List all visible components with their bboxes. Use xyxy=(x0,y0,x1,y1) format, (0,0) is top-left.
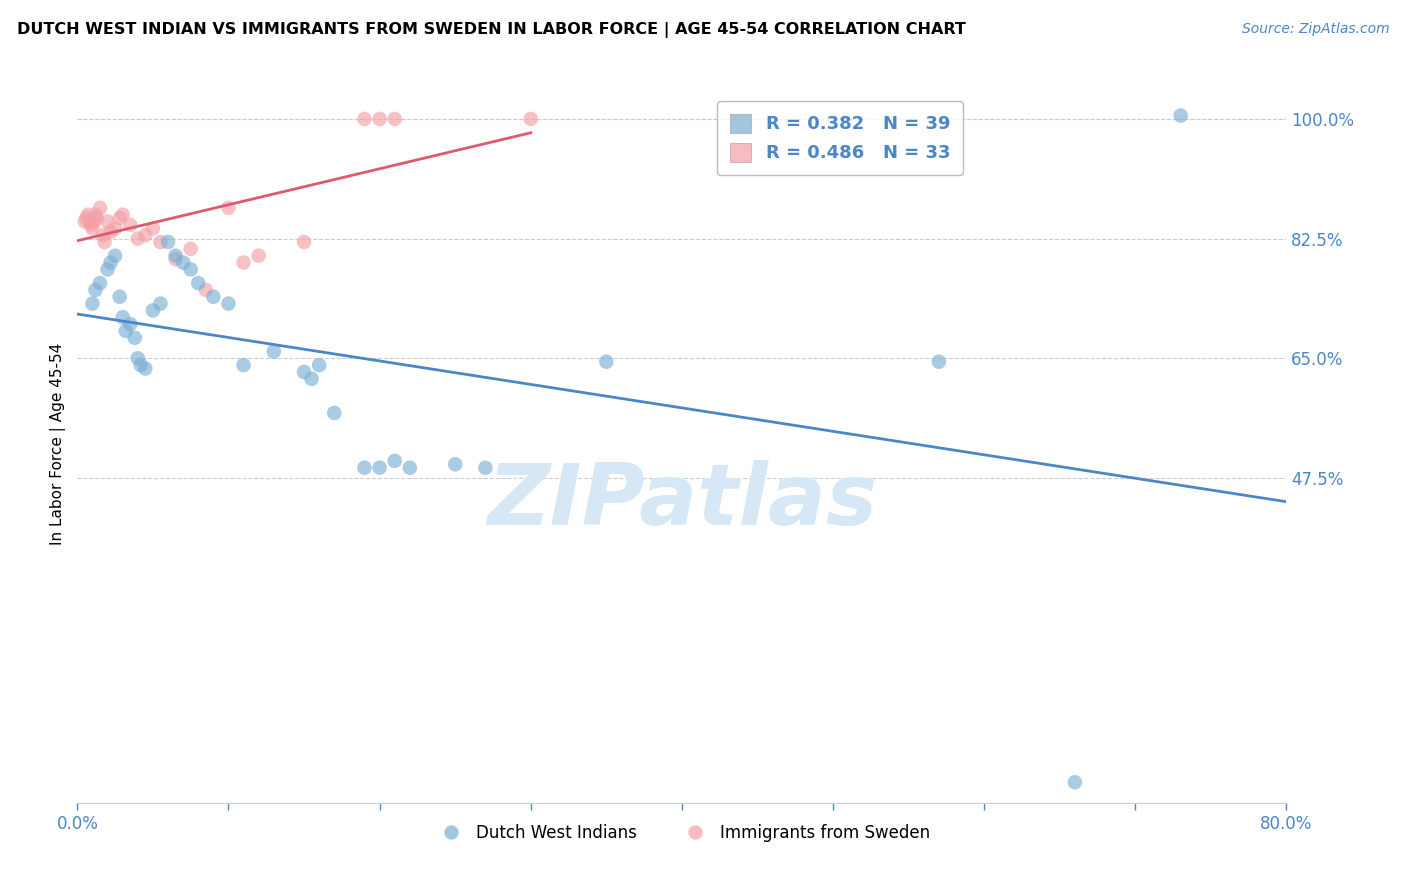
Point xyxy=(96,262,118,277)
Point xyxy=(368,460,391,475)
Point xyxy=(263,344,285,359)
Point xyxy=(1170,109,1192,123)
Point xyxy=(232,358,254,372)
Text: Source: ZipAtlas.com: Source: ZipAtlas.com xyxy=(1241,22,1389,37)
Point xyxy=(80,218,103,232)
Point xyxy=(1064,775,1087,789)
Point xyxy=(134,228,156,243)
Point xyxy=(520,112,543,126)
Point xyxy=(73,214,96,228)
Point xyxy=(308,358,330,372)
Point xyxy=(194,283,217,297)
Point xyxy=(301,372,323,386)
Point xyxy=(595,355,617,369)
Point xyxy=(187,276,209,290)
Point xyxy=(232,255,254,269)
Point xyxy=(165,252,187,266)
Point xyxy=(180,242,202,256)
Text: ZIPatlas: ZIPatlas xyxy=(486,459,877,542)
Point xyxy=(218,201,240,215)
Point xyxy=(247,249,270,263)
Point xyxy=(127,351,149,366)
Point xyxy=(928,355,950,369)
Point xyxy=(100,255,122,269)
Point xyxy=(157,235,180,249)
Point xyxy=(202,290,225,304)
Point xyxy=(104,221,127,235)
Point xyxy=(84,283,107,297)
Point xyxy=(149,296,172,310)
Point xyxy=(129,358,152,372)
Point xyxy=(149,235,172,249)
Point xyxy=(218,296,240,310)
Point xyxy=(292,365,315,379)
Point xyxy=(79,214,101,228)
Point xyxy=(399,460,422,475)
Point xyxy=(82,296,104,310)
Point xyxy=(114,324,136,338)
Point xyxy=(384,112,406,126)
Point xyxy=(86,211,108,225)
Point xyxy=(89,276,111,290)
Point xyxy=(96,214,118,228)
Point xyxy=(120,218,142,232)
Legend: Dutch West Indians, Immigrants from Sweden: Dutch West Indians, Immigrants from Swed… xyxy=(427,817,936,848)
Point xyxy=(127,232,149,246)
Point xyxy=(180,262,202,277)
Point xyxy=(368,112,391,126)
Point xyxy=(75,211,97,225)
Point xyxy=(84,208,107,222)
Point xyxy=(82,221,104,235)
Point xyxy=(124,331,146,345)
Point xyxy=(111,208,134,222)
Point xyxy=(111,310,134,325)
Point xyxy=(89,201,111,215)
Point xyxy=(91,228,114,243)
Point xyxy=(142,303,165,318)
Point xyxy=(384,454,406,468)
Point xyxy=(77,208,100,222)
Point xyxy=(83,214,105,228)
Point xyxy=(134,361,156,376)
Point xyxy=(353,112,375,126)
Point xyxy=(444,457,467,471)
Point xyxy=(353,460,375,475)
Text: DUTCH WEST INDIAN VS IMMIGRANTS FROM SWEDEN IN LABOR FORCE | AGE 45-54 CORRELATI: DUTCH WEST INDIAN VS IMMIGRANTS FROM SWE… xyxy=(17,22,966,38)
Point xyxy=(120,317,142,331)
Point xyxy=(474,460,496,475)
Point xyxy=(93,235,115,249)
Point xyxy=(104,249,127,263)
Point xyxy=(172,255,194,269)
Point xyxy=(100,225,122,239)
Point xyxy=(323,406,346,420)
Point xyxy=(108,290,131,304)
Y-axis label: In Labor Force | Age 45-54: In Labor Force | Age 45-54 xyxy=(51,343,66,545)
Point xyxy=(142,221,165,235)
Point xyxy=(165,249,187,263)
Point xyxy=(108,211,131,225)
Point xyxy=(292,235,315,249)
